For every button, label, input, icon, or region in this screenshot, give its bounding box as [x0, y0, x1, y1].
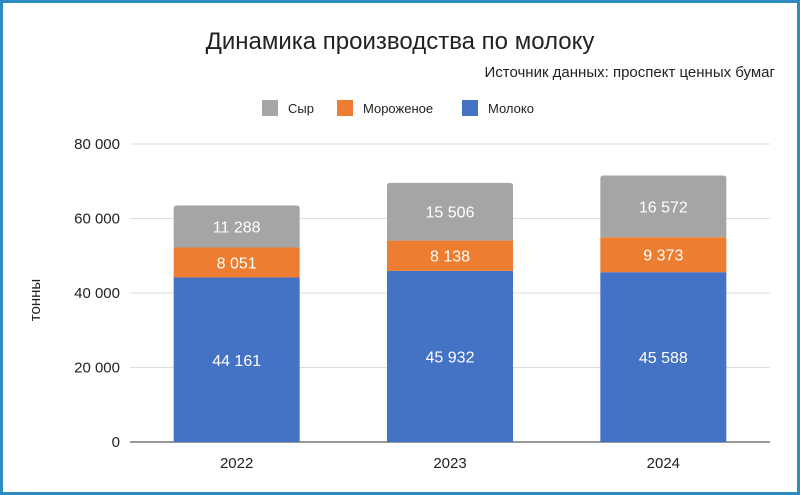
y-axis-label: тонны	[27, 279, 44, 321]
stacked-bar-chart: Динамика производства по молоку Источник…	[27, 28, 776, 472]
data-label: 44 161	[212, 353, 261, 370]
x-tick-labels: 2022 2023 2024	[220, 455, 680, 472]
bar-segment	[600, 237, 727, 273]
bar-segment	[173, 277, 300, 442]
bar-segment	[387, 182, 513, 241]
y-tick-label: 20 000	[74, 360, 120, 377]
data-label: 8 051	[217, 256, 257, 273]
x-tick-label: 2023	[433, 455, 466, 472]
chart-title: Динамика производства по молоку	[206, 28, 595, 55]
bar-segment	[387, 270, 513, 442]
bar-segment	[600, 175, 727, 238]
y-tick-label: 0	[112, 434, 120, 451]
chart-subtitle: Источник данных: проспект ценных бумаг	[484, 64, 775, 81]
bar-segment	[173, 247, 300, 278]
legend-label: Мороженое	[363, 101, 433, 116]
data-label: 15 506	[426, 205, 475, 222]
y-tick-labels: 0 20 000 40 000 60 000 80 000	[74, 136, 120, 451]
data-label: 11 288	[213, 219, 261, 236]
legend-swatch	[462, 100, 478, 116]
legend-label: Сыр	[288, 101, 314, 116]
bars: 44 161 8 051 11 288 45 932 8 138 15 506 45 588…	[173, 175, 727, 442]
bar-segment	[387, 240, 513, 271]
legend-swatch	[337, 100, 353, 116]
y-tick-label: 80 000	[74, 136, 120, 153]
data-label: 9 373	[643, 248, 683, 265]
legend-label: Молоко	[488, 101, 534, 116]
bar-segment	[173, 205, 300, 248]
data-label: 45 588	[639, 350, 688, 367]
legend: Сыр Мороженое Молоко	[262, 100, 534, 116]
y-tick-label: 60 000	[74, 211, 120, 228]
data-label: 8 138	[430, 249, 470, 266]
x-tick-label: 2022	[220, 455, 253, 472]
bar-segment	[600, 272, 727, 442]
data-label: 45 932	[426, 349, 475, 366]
data-label: 16 572	[639, 199, 688, 216]
y-tick-label: 40 000	[74, 285, 120, 302]
legend-swatch	[262, 100, 278, 116]
x-tick-label: 2024	[647, 455, 680, 472]
